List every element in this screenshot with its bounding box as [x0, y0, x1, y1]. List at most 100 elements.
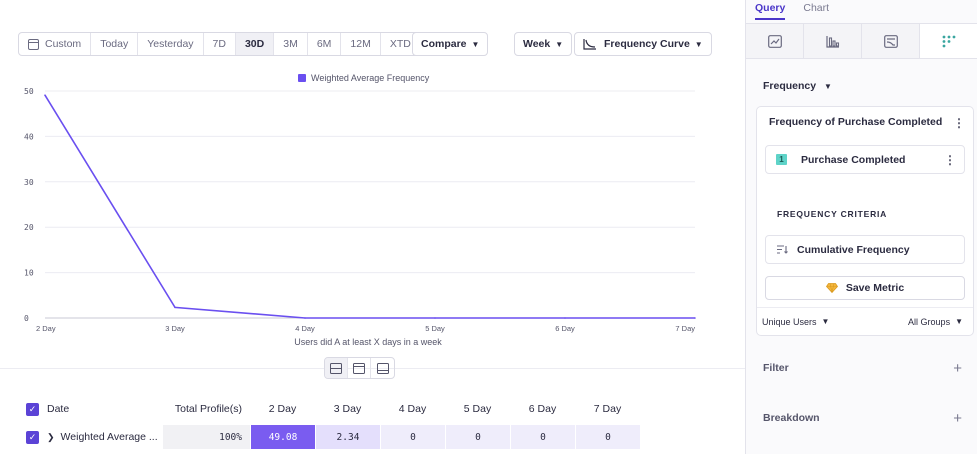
- data-point: [44, 94, 46, 96]
- chart-type-label: Frequency Curve: [604, 38, 690, 50]
- legend-label: Weighted Average Frequency: [311, 73, 430, 83]
- row-name-cell: ✓ ❯ Weighted Average ...: [18, 425, 163, 449]
- date-3m-button[interactable]: 3M: [274, 33, 308, 55]
- event-name-label: Purchase Completed: [801, 153, 906, 166]
- x-tick-label: 6 Day: [555, 324, 575, 333]
- breakdown-section-label: Breakdown: [763, 412, 820, 424]
- event-row[interactable]: 1 Purchase Completed ⋮: [765, 145, 965, 174]
- event-options-icon[interactable]: ⋮: [944, 153, 956, 167]
- tab-chart[interactable]: Chart: [803, 2, 830, 14]
- value-cell: 0: [575, 425, 640, 449]
- y-tick-label: 20: [24, 223, 34, 232]
- frequency-chart: 0 10 20 30 40 50 2 Day 3 Day 4 Day 5 Day 6 Day 7 Da…: [24, 87, 696, 347]
- tab-query[interactable]: Query: [755, 0, 786, 20]
- flows-icon: [883, 34, 898, 48]
- select-all-checkbox[interactable]: ✓: [26, 402, 39, 416]
- view-chart-button[interactable]: [348, 358, 371, 378]
- x-tick-label: 2 Day: [36, 324, 56, 333]
- total-column-header: Total Profile(s): [174, 403, 242, 415]
- line-chart-icon: [767, 34, 782, 48]
- value-cell: 0: [445, 425, 510, 449]
- y-tick-label: 0: [24, 314, 29, 323]
- chevron-down-icon: ▼: [694, 39, 703, 49]
- chevron-down-icon: ▼: [471, 39, 480, 49]
- date-custom-label: Custom: [45, 38, 82, 50]
- compare-button[interactable]: Compare ▼: [412, 32, 489, 56]
- filter-section-label: Filter: [763, 362, 789, 374]
- metric-type-dropdown[interactable]: Frequency ▼: [763, 80, 832, 92]
- view-split-button[interactable]: [325, 358, 348, 378]
- chart-legend: Weighted Average Frequency: [298, 73, 429, 83]
- add-breakdown-icon[interactable]: +: [953, 410, 962, 427]
- day-column-header: 3 Day: [333, 403, 362, 415]
- save-metric-label: Save Metric: [845, 282, 905, 294]
- calendar-icon: [28, 38, 39, 50]
- report-type-insights-button[interactable]: [746, 24, 804, 58]
- divider: [0, 368, 745, 369]
- save-metric-button[interactable]: Save Metric: [765, 276, 965, 300]
- x-tick-label: 3 Day: [165, 324, 185, 333]
- report-type-funnels-button[interactable]: [804, 24, 862, 58]
- frequency-curve-icon: [583, 39, 596, 50]
- chevron-down-icon: ▼: [955, 317, 963, 326]
- date-6m-button[interactable]: 6M: [308, 33, 342, 55]
- group-dropdown[interactable]: All Groups ▼: [908, 317, 963, 327]
- date-12m-button[interactable]: 12M: [341, 33, 381, 55]
- date-30d-button[interactable]: 30D: [235, 33, 275, 55]
- metric-card-title: Frequency of Purchase Completed: [769, 116, 943, 128]
- more-options-icon[interactable]: ⋮: [953, 116, 965, 130]
- date-yesterday-button[interactable]: Yesterday: [138, 33, 204, 55]
- data-point: [434, 317, 436, 319]
- day-column-header: 4 Day: [398, 403, 427, 415]
- split-view-icon: [330, 362, 342, 374]
- criteria-value-label: Cumulative Frequency: [797, 243, 910, 256]
- measure-label: Unique Users: [762, 316, 817, 327]
- table-view-icon: [376, 362, 389, 374]
- x-tick-label: 5 Day: [425, 324, 445, 333]
- value-cell: 2.34: [315, 425, 380, 449]
- value-cell: 0: [510, 425, 575, 449]
- chevron-down-icon: ▼: [555, 39, 564, 49]
- frequency-criteria-selector[interactable]: Cumulative Frequency: [765, 235, 965, 264]
- table-header-row: ✓ Date Total Profile(s) 2 Day 3 Day 4 Da…: [18, 397, 640, 421]
- bar-chart-icon: [825, 35, 839, 48]
- frequency-criteria-heading: FREQUENCY CRITERIA: [777, 209, 888, 219]
- row-checkbox[interactable]: ✓: [26, 430, 39, 444]
- y-tick-label: 40: [24, 132, 34, 141]
- total-cell: 100%: [163, 425, 250, 449]
- data-point: [174, 306, 176, 309]
- date-xtd-label: XTD: [389, 38, 411, 50]
- day-column-header: 7 Day: [593, 403, 622, 415]
- interval-dropdown[interactable]: Week ▼: [514, 32, 573, 56]
- row-name-label: Weighted Average ...: [60, 431, 158, 443]
- view-table-button[interactable]: [371, 358, 394, 378]
- measure-dropdown[interactable]: Unique Users ▼: [762, 317, 829, 327]
- panel-tabs: Query Chart: [755, 0, 847, 22]
- legend-swatch: [298, 74, 306, 82]
- y-tick-label: 10: [24, 269, 34, 278]
- expand-chevron-icon[interactable]: ❯: [47, 431, 55, 442]
- sort-lines-icon: [777, 245, 788, 254]
- day-column-header: 5 Day: [463, 403, 492, 415]
- day-column-header: 2 Day: [268, 403, 297, 415]
- date-7d-button[interactable]: 7D: [204, 33, 236, 55]
- gem-icon: [825, 283, 838, 293]
- date-column-header: ✓ Date: [18, 397, 163, 421]
- date-custom-button[interactable]: Custom: [19, 33, 92, 55]
- view-toggle-group: [324, 357, 395, 379]
- chart-view-icon: [353, 362, 365, 374]
- report-type-flows-button[interactable]: [862, 24, 920, 58]
- main-report-area: Custom Today Yesterday 7D 30D 3M 6M 12M …: [0, 32, 745, 449]
- chevron-down-icon: ▼: [821, 317, 830, 326]
- date-today-button[interactable]: Today: [91, 33, 139, 55]
- group-label: All Groups: [908, 316, 951, 327]
- data-point: [694, 317, 696, 319]
- x-tick-label: 7 Day: [675, 324, 695, 333]
- add-filter-icon[interactable]: +: [953, 360, 962, 377]
- event-index-badge: 1: [776, 154, 787, 165]
- report-type-frequency-button[interactable]: [920, 24, 977, 58]
- toolbar: Custom Today Yesterday 7D 30D 3M 6M 12M …: [18, 32, 434, 56]
- value-cell: 49.08: [250, 425, 315, 449]
- chart-type-dropdown[interactable]: Frequency Curve ▼: [574, 32, 712, 56]
- table-row[interactable]: ✓ ❯ Weighted Average ... 100% 49.08 2.34…: [18, 425, 640, 449]
